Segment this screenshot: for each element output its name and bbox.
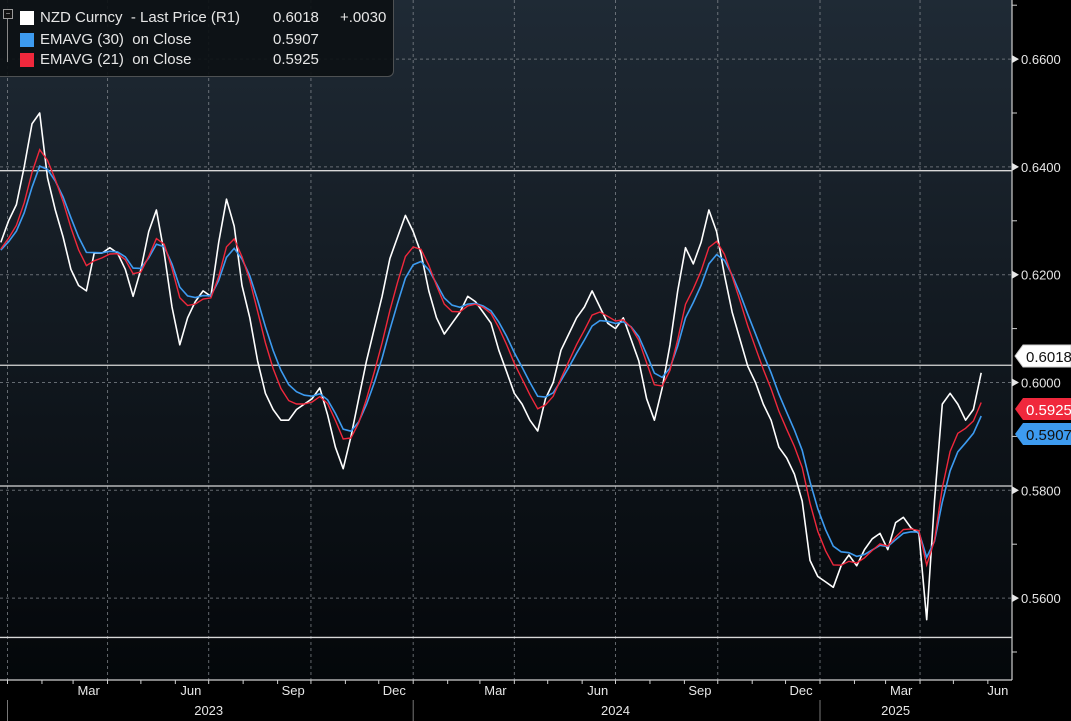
x-month-label: Sep xyxy=(688,683,711,698)
y-tick-label: 0.6600 xyxy=(1021,52,1061,67)
gridlines xyxy=(0,0,1012,680)
legend-item-ema21[interactable]: EMAVG (21) on Close 0.5925 xyxy=(20,50,319,70)
x-month-label: Jun xyxy=(987,683,1008,698)
legend-change: +.0030 xyxy=(340,9,387,26)
legend-value: 0.6018 xyxy=(273,9,319,26)
white-swatch-icon xyxy=(20,11,34,25)
y-tick-label: 0.6200 xyxy=(1021,268,1061,283)
x-month-label: Jun xyxy=(180,683,201,698)
value-tag-label: 0.5925 xyxy=(1026,402,1071,419)
x-month-label: Dec xyxy=(383,683,407,698)
value-tag-label: 0.6018 xyxy=(1026,349,1071,366)
price-line xyxy=(0,112,982,621)
y-tick-marker-icon xyxy=(1012,55,1019,64)
y-tick-label: 0.5800 xyxy=(1021,483,1061,498)
collapse-icon[interactable]: − xyxy=(3,9,13,19)
x-month-label: Sep xyxy=(282,683,305,698)
y-tick-marker-icon xyxy=(1012,486,1019,495)
legend-item-last-price[interactable]: NZD Curncy - Last Price (R1) 0.6018 +.00… xyxy=(20,8,386,28)
plot-area xyxy=(0,0,1012,680)
x-year-label: 2023 xyxy=(194,703,223,718)
legend-label: EMAVG (21) on Close xyxy=(40,51,192,68)
y-tick-label: 0.6400 xyxy=(1021,160,1061,175)
legend-tree-line xyxy=(7,10,16,62)
legend-item-ema30[interactable]: EMAVG (30) on Close 0.5907 xyxy=(20,30,319,50)
red-swatch-icon xyxy=(20,53,34,67)
horizontal-levels xyxy=(0,170,1012,639)
x-month-label: Jun xyxy=(587,683,608,698)
legend-value: 0.5925 xyxy=(273,51,319,68)
legend-label: NZD Curncy - Last Price (R1) xyxy=(40,9,241,26)
y-tick-label: 0.6000 xyxy=(1021,376,1061,391)
value-tag xyxy=(1014,344,1071,368)
value-tag-label: 0.5907 xyxy=(1026,427,1071,444)
x-month-label: Dec xyxy=(790,683,814,698)
x-month-label: Mar xyxy=(890,683,913,698)
series-layer xyxy=(0,112,982,621)
x-year-label: 2025 xyxy=(881,703,910,718)
legend: − NZD Curncy - Last Price (R1) 0.6018 +.… xyxy=(0,0,394,77)
x-month-label: Mar xyxy=(77,683,100,698)
last-value-tags: 0.6018 0.5925 0.5907 xyxy=(1014,344,1071,445)
legend-label: EMAVG (30) on Close xyxy=(40,31,192,48)
x-year-label: 2024 xyxy=(601,703,630,718)
y-tick-marker-icon xyxy=(1012,594,1019,603)
y-tick-marker-icon xyxy=(1012,270,1019,279)
value-tag xyxy=(1015,423,1071,445)
x-axis-area xyxy=(0,680,1012,721)
y-tick-label: 0.5600 xyxy=(1021,591,1061,606)
y-tick-marker-icon xyxy=(1012,378,1019,387)
x-month-label: Mar xyxy=(484,683,507,698)
value-tag xyxy=(1015,398,1071,420)
ema21-line xyxy=(0,148,982,568)
blue-swatch-icon xyxy=(20,33,34,47)
legend-value: 0.5907 xyxy=(273,31,319,48)
y-tick-marker-icon xyxy=(1012,162,1019,171)
ema30-line xyxy=(0,165,982,560)
